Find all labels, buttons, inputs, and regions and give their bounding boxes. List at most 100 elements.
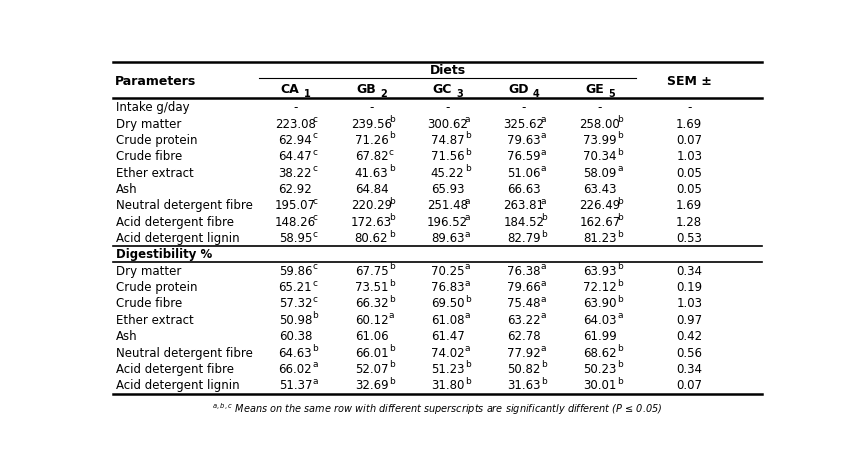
Text: a: a	[312, 376, 317, 385]
Text: 61.06: 61.06	[354, 329, 388, 342]
Text: 45.22: 45.22	[430, 166, 464, 179]
Text: 70.25: 70.25	[431, 264, 464, 277]
Text: 258.00: 258.00	[579, 117, 619, 130]
Text: 51.23: 51.23	[431, 362, 464, 375]
Text: 50.98: 50.98	[278, 313, 311, 326]
Text: 62.94: 62.94	[278, 133, 312, 147]
Text: a: a	[464, 278, 470, 287]
Text: 61.47: 61.47	[430, 329, 464, 342]
Text: 72.12: 72.12	[583, 281, 616, 294]
Text: 79.66: 79.66	[506, 281, 540, 294]
Text: 0.19: 0.19	[676, 281, 701, 294]
Text: 50.82: 50.82	[507, 362, 540, 375]
Text: a: a	[540, 147, 546, 156]
Text: 0.05: 0.05	[676, 183, 701, 196]
Text: Crude fibre: Crude fibre	[116, 297, 182, 310]
Text: 38.22: 38.22	[278, 166, 311, 179]
Text: c: c	[312, 115, 317, 124]
Text: 0.07: 0.07	[676, 378, 701, 391]
Text: b: b	[388, 295, 394, 303]
Text: 0.56: 0.56	[676, 346, 701, 359]
Text: -: -	[445, 101, 450, 114]
Text: b: b	[388, 376, 394, 385]
Text: 0.42: 0.42	[676, 329, 701, 342]
Text: 66.63: 66.63	[507, 183, 540, 196]
Text: 4: 4	[531, 88, 538, 98]
Text: a: a	[540, 343, 546, 352]
Text: a: a	[464, 196, 470, 205]
Text: b: b	[617, 359, 622, 368]
Text: a: a	[388, 311, 394, 320]
Text: 162.67: 162.67	[578, 215, 620, 228]
Text: b: b	[388, 359, 394, 368]
Text: 81.23: 81.23	[583, 231, 616, 244]
Text: 61.99: 61.99	[583, 329, 616, 342]
Text: b: b	[312, 343, 318, 352]
Text: Crude protein: Crude protein	[116, 281, 197, 294]
Text: 61.08: 61.08	[431, 313, 464, 326]
Text: Ether extract: Ether extract	[116, 166, 194, 179]
Text: 60.12: 60.12	[354, 313, 388, 326]
Text: c: c	[312, 295, 317, 303]
Text: 89.63: 89.63	[431, 231, 464, 244]
Text: 63.90: 63.90	[583, 297, 616, 310]
Text: b: b	[617, 343, 622, 352]
Text: b: b	[388, 229, 394, 238]
Text: c: c	[312, 278, 317, 287]
Text: -: -	[597, 101, 601, 114]
Text: c: c	[312, 131, 317, 140]
Text: 50.23: 50.23	[583, 362, 616, 375]
Text: b: b	[617, 295, 622, 303]
Text: -: -	[686, 101, 691, 114]
Text: 68.62: 68.62	[583, 346, 616, 359]
Text: b: b	[312, 311, 318, 320]
Text: a: a	[540, 295, 546, 303]
Text: 195.07: 195.07	[275, 199, 316, 212]
Text: 67.75: 67.75	[354, 264, 388, 277]
Text: 41.63: 41.63	[354, 166, 388, 179]
Text: Neutral detergent fibre: Neutral detergent fibre	[116, 346, 252, 359]
Text: 74.87: 74.87	[430, 133, 464, 147]
Text: b: b	[540, 359, 546, 368]
Text: 58.09: 58.09	[583, 166, 616, 179]
Text: 52.07: 52.07	[354, 362, 388, 375]
Text: GB: GB	[356, 83, 375, 96]
Text: 64.47: 64.47	[278, 150, 312, 163]
Text: -: -	[293, 101, 297, 114]
Text: GE: GE	[584, 83, 603, 96]
Text: 300.62: 300.62	[426, 117, 467, 130]
Text: 1.69: 1.69	[676, 199, 701, 212]
Text: 76.59: 76.59	[507, 150, 540, 163]
Text: b: b	[388, 278, 394, 287]
Text: 79.63: 79.63	[507, 133, 540, 147]
Text: SEM ±: SEM ±	[666, 74, 711, 87]
Text: GC: GC	[432, 83, 451, 96]
Text: b: b	[464, 164, 470, 173]
Text: b: b	[464, 376, 470, 385]
Text: a: a	[540, 311, 546, 320]
Text: Acid detergent fibre: Acid detergent fibre	[116, 362, 234, 375]
Text: b: b	[464, 359, 470, 368]
Text: b: b	[540, 376, 546, 385]
Text: b: b	[617, 278, 622, 287]
Text: 220.29: 220.29	[351, 199, 392, 212]
Text: b: b	[540, 229, 546, 238]
Text: Neutral detergent fibre: Neutral detergent fibre	[116, 199, 252, 212]
Text: b: b	[617, 213, 622, 221]
Text: 239.56: 239.56	[351, 117, 392, 130]
Text: 1.03: 1.03	[676, 150, 701, 163]
Text: b: b	[540, 213, 546, 221]
Text: a: a	[617, 164, 622, 173]
Text: 63.93: 63.93	[583, 264, 616, 277]
Text: 51.06: 51.06	[507, 166, 540, 179]
Text: 0.97: 0.97	[676, 313, 701, 326]
Text: 76.83: 76.83	[431, 281, 464, 294]
Text: 74.02: 74.02	[430, 346, 464, 359]
Text: 31.63: 31.63	[507, 378, 540, 391]
Text: 0.34: 0.34	[676, 362, 701, 375]
Text: b: b	[388, 196, 394, 205]
Text: 80.62: 80.62	[354, 231, 388, 244]
Text: 59.86: 59.86	[278, 264, 311, 277]
Text: 3: 3	[456, 88, 462, 98]
Text: 57.32: 57.32	[278, 297, 311, 310]
